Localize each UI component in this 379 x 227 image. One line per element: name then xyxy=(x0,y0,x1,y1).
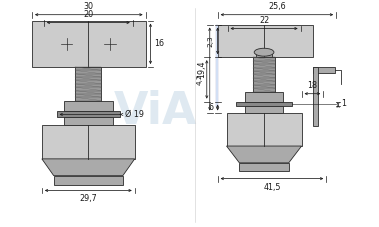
Text: 19,4: 19,4 xyxy=(197,60,206,78)
Polygon shape xyxy=(227,146,302,163)
Polygon shape xyxy=(42,159,135,176)
Text: 30: 30 xyxy=(84,2,94,11)
Bar xyxy=(64,101,113,111)
Bar xyxy=(54,176,123,185)
Bar xyxy=(75,67,101,101)
Bar xyxy=(313,67,318,126)
Text: 29,7: 29,7 xyxy=(80,194,97,203)
Bar xyxy=(57,111,120,117)
Text: ViA: ViA xyxy=(114,90,197,133)
Text: 20: 20 xyxy=(83,10,93,19)
Text: 18: 18 xyxy=(307,81,318,90)
Ellipse shape xyxy=(254,48,274,56)
Bar xyxy=(227,114,302,146)
Bar xyxy=(216,25,218,106)
Bar xyxy=(245,106,283,114)
Text: 25,6: 25,6 xyxy=(268,2,286,11)
Bar xyxy=(256,53,272,57)
Text: 22: 22 xyxy=(259,16,269,25)
Text: 4,2: 4,2 xyxy=(197,74,203,85)
Bar xyxy=(42,125,135,159)
Text: Ø 19: Ø 19 xyxy=(125,110,144,119)
Text: 6: 6 xyxy=(209,103,214,112)
Text: 41,5: 41,5 xyxy=(263,183,281,192)
Bar xyxy=(253,57,275,92)
Bar xyxy=(240,163,289,171)
Bar xyxy=(32,21,146,67)
Bar xyxy=(313,67,335,73)
Text: 16: 16 xyxy=(155,39,164,48)
Bar xyxy=(236,102,292,106)
Bar xyxy=(218,25,313,57)
Text: 1: 1 xyxy=(341,99,346,108)
Bar xyxy=(245,92,283,102)
Text: 2,3: 2,3 xyxy=(208,35,214,47)
Bar xyxy=(64,117,113,125)
